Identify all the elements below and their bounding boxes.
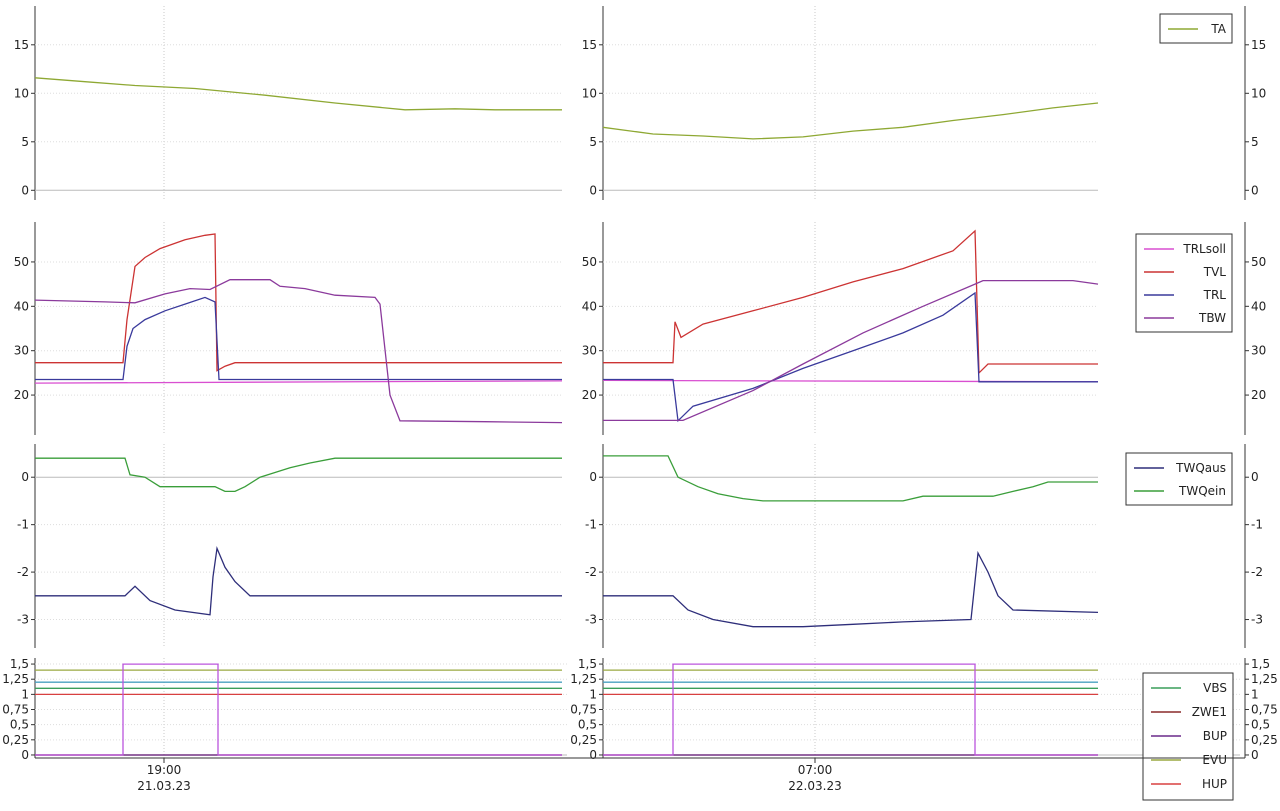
legend-label-twqein: TWQein — [1178, 484, 1226, 498]
legend-label-ta: TA — [1210, 22, 1226, 36]
twqaus-line-left — [35, 545, 562, 616]
y-tick-label: -3 — [1251, 613, 1263, 627]
legend-box — [1125, 452, 1233, 506]
y-tick-label: 1 — [589, 687, 597, 701]
y-tick-label: 30 — [14, 344, 29, 358]
y-tick-label: -3 — [17, 613, 29, 627]
y-tick-label: 50 — [1251, 255, 1266, 269]
y-tick-label: 0,75 — [1251, 703, 1278, 717]
legend-label-tvl: TVL — [1203, 265, 1227, 279]
y-tick-label: -2 — [17, 565, 29, 579]
ta-line-right — [602, 102, 1099, 140]
y-tick-label: 0 — [1251, 470, 1259, 484]
legend-label-trl: TRL — [1203, 288, 1227, 302]
legend-box — [1135, 233, 1233, 333]
y-tick-label: 40 — [1251, 299, 1266, 313]
trl-line-left — [35, 296, 562, 381]
y-tick-label: 0 — [21, 748, 29, 762]
y-tick-label: 40 — [14, 299, 29, 313]
y-tick-label: 0 — [1251, 748, 1259, 762]
y-tick-label: -1 — [585, 518, 597, 532]
y-tick-label: 1,25 — [1251, 672, 1278, 686]
y-tick-label: -3 — [585, 613, 597, 627]
twqein-line-left — [35, 457, 562, 493]
y-tick-label: 5 — [589, 135, 597, 149]
legend-label-bup: BUP — [1203, 729, 1227, 743]
twqein-line-right — [603, 455, 1098, 502]
y-tick-label: 0 — [21, 183, 29, 197]
legend-label-hup: HUP — [1202, 777, 1227, 791]
y-tick-label: -2 — [585, 565, 597, 579]
tbw-line-left — [34, 279, 563, 424]
x-tick-date-right: 22.03.23 — [788, 779, 841, 793]
ta-line-left — [34, 77, 562, 111]
tvl-line-right — [603, 229, 1098, 375]
unlabeled-series-6-line-left — [35, 663, 562, 756]
y-tick-label: 10 — [582, 86, 597, 100]
y-tick-label: 30 — [582, 344, 597, 358]
y-tick-label: 15 — [1251, 38, 1266, 52]
y-tick-label: 10 — [14, 86, 29, 100]
tbw-line-right — [603, 279, 1099, 422]
y-tick-label: 20 — [14, 388, 29, 402]
x-tick-time-right: 07:00 — [798, 763, 833, 777]
legend-label-tbw: TBW — [1198, 311, 1226, 325]
y-tick-label: -1 — [17, 518, 29, 532]
trl-line-right — [603, 291, 1098, 423]
x-tick-time-left: 19:00 — [147, 763, 182, 777]
y-tick-label: 1,25 — [2, 672, 29, 686]
y-tick-label: 40 — [582, 299, 597, 313]
y-tick-label: 0 — [589, 748, 597, 762]
tvl-line-left — [35, 233, 562, 372]
y-tick-label: 5 — [1251, 135, 1259, 149]
y-tick-label: 20 — [582, 388, 597, 402]
y-tick-label: 0,5 — [1251, 718, 1270, 732]
y-tick-label: 1,5 — [10, 657, 29, 671]
legend-label-twqaus: TWQaus — [1175, 461, 1226, 475]
y-tick-label: 5 — [21, 135, 29, 149]
legend-label-trlsoll: TRLsoll — [1182, 242, 1226, 256]
y-tick-label: 50 — [582, 255, 597, 269]
y-tick-label: 0,5 — [578, 718, 597, 732]
y-tick-label: 20 — [1251, 388, 1266, 402]
y-tick-label: 15 — [582, 38, 597, 52]
y-tick-label: 0 — [1251, 183, 1259, 197]
y-tick-label: -1 — [1251, 518, 1263, 532]
y-tick-label: 30 — [1251, 344, 1266, 358]
trlsoll-line-left — [34, 380, 563, 384]
y-tick-label: 1,25 — [570, 672, 597, 686]
y-tick-label: 0,25 — [1251, 733, 1278, 747]
y-tick-label: 50 — [14, 255, 29, 269]
y-tick-label: 1,5 — [578, 657, 597, 671]
y-tick-label: -2 — [1251, 565, 1263, 579]
y-tick-label: 1 — [21, 687, 29, 701]
y-tick-label: 1 — [1251, 687, 1259, 701]
legend-label-vbs: VBS — [1203, 681, 1227, 695]
y-tick-label: 0 — [21, 470, 29, 484]
y-tick-label: 15 — [14, 38, 29, 52]
x-tick-date-left: 21.03.23 — [137, 779, 190, 793]
y-tick-label: 0,5 — [10, 718, 29, 732]
y-tick-label: 1,5 — [1251, 657, 1270, 671]
legend-label-zwe1: ZWE1 — [1192, 705, 1227, 719]
y-tick-label: 0,75 — [2, 703, 29, 717]
y-tick-label: 0,75 — [570, 703, 597, 717]
legend-label-evu: EVU — [1202, 753, 1227, 767]
y-tick-label: 0 — [589, 470, 597, 484]
y-tick-label: 10 — [1251, 86, 1266, 100]
y-tick-label: 0,25 — [2, 733, 29, 747]
y-tick-label: 0 — [589, 183, 597, 197]
twqaus-line-right — [603, 550, 1099, 628]
y-tick-label: 0,25 — [570, 733, 597, 747]
unlabeled-series-6-line-right — [603, 663, 1098, 756]
